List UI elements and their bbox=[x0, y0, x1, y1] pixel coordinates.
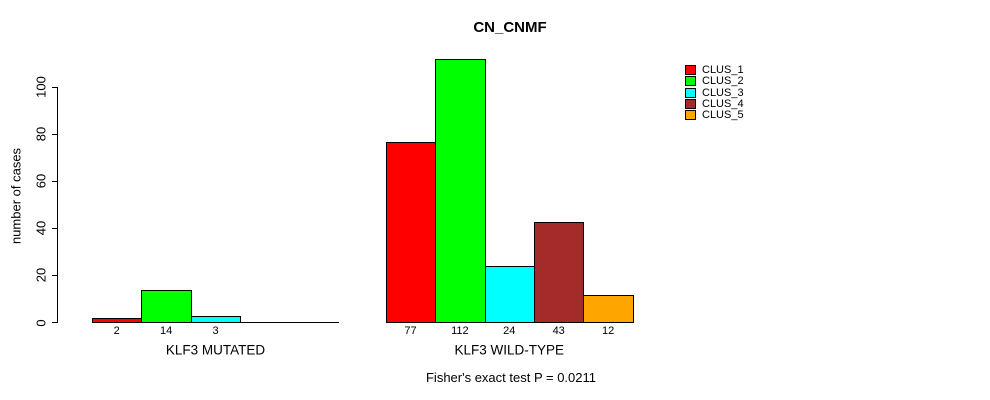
bar-clus_4-group2 bbox=[534, 222, 585, 323]
legend-swatch-clus_4 bbox=[685, 98, 696, 109]
bar-clus_5-group2 bbox=[583, 295, 634, 323]
bar-value-label: 12 bbox=[601, 325, 615, 337]
y-tick-label: 60 bbox=[33, 173, 49, 189]
legend-swatch-clus_1 bbox=[685, 65, 696, 75]
y-tick-label: 40 bbox=[33, 221, 49, 236]
x-category-label: KLF3 WILD-TYPE bbox=[454, 342, 565, 358]
y-tick-label: 20 bbox=[33, 268, 49, 283]
bar-clus_3-group2 bbox=[484, 266, 535, 323]
x-category-label: KLF3 MUTATED bbox=[165, 342, 266, 358]
bar-value-label: 3 bbox=[212, 325, 219, 337]
bar-value-label: 24 bbox=[503, 325, 516, 337]
y-tick-label: 100 bbox=[33, 76, 49, 98]
bar-value-label: 43 bbox=[552, 325, 565, 337]
bar-clus_2-group1 bbox=[141, 290, 192, 323]
legend-swatch-clus_2 bbox=[685, 76, 696, 87]
legend-swatch-clus_5 bbox=[685, 110, 696, 121]
y-axis-tick bbox=[52, 322, 57, 323]
bar-clus_1-group2 bbox=[385, 142, 437, 323]
legend-label-clus_4: CLUS_4 bbox=[702, 97, 744, 110]
y-axis-tick bbox=[52, 180, 57, 182]
y-axis-tick bbox=[52, 227, 57, 229]
bar-value-label: 14 bbox=[159, 325, 173, 337]
legend-swatch-clus_3 bbox=[685, 87, 696, 98]
y-axis-tick bbox=[52, 274, 57, 276]
y-axis-tick bbox=[52, 86, 57, 88]
y-axis-line bbox=[57, 86, 58, 323]
bar-clus_3-group1 bbox=[190, 316, 242, 323]
legend-label-clus_5: CLUS_5 bbox=[702, 109, 744, 122]
bar-value-label: 2 bbox=[113, 325, 120, 337]
bar-clus_2-group2 bbox=[435, 59, 486, 323]
bar-value-label: 77 bbox=[404, 325, 417, 337]
bar-value-label: 112 bbox=[451, 325, 469, 337]
chart-title: CN_CNMF bbox=[473, 19, 547, 36]
bar-clus_1-group1 bbox=[92, 318, 143, 323]
fisher-test-annotation: Fisher's exact test P = 0.0211 bbox=[425, 370, 597, 385]
legend-label-clus_1: CLUS_1 bbox=[702, 64, 744, 76]
y-tick-label: 0 bbox=[33, 318, 49, 327]
legend-label-clus_2: CLUS_2 bbox=[702, 75, 744, 88]
y-tick-label: 80 bbox=[33, 126, 49, 142]
y-axis-label: number of cases bbox=[8, 147, 24, 245]
y-axis-tick bbox=[52, 133, 57, 135]
legend-label-clus_3: CLUS_3 bbox=[702, 86, 744, 99]
